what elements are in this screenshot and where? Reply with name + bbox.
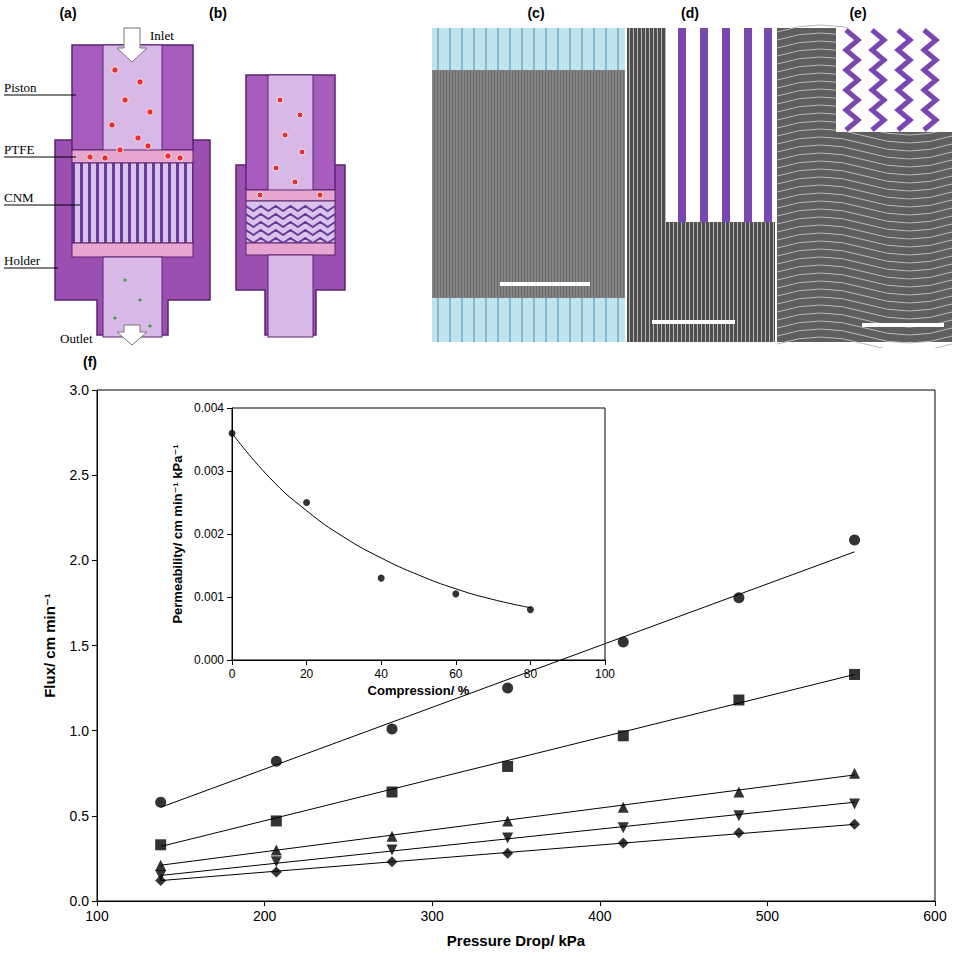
svg-text:(c): (c) xyxy=(527,5,544,21)
svg-text:Pressure Drop/ kPa: Pressure Drop/ kPa xyxy=(447,932,586,949)
svg-text:20: 20 xyxy=(300,667,314,681)
svg-text:0.003: 0.003 xyxy=(194,464,224,478)
svg-text:(b): (b) xyxy=(209,5,227,21)
svg-text:Piston: Piston xyxy=(4,80,37,95)
svg-text:PTFE: PTFE xyxy=(4,142,34,157)
svg-text:2.0: 2.0 xyxy=(70,552,90,568)
svg-text:100: 100 xyxy=(85,908,109,924)
svg-text:Inlet: Inlet xyxy=(150,28,174,43)
svg-text:Flux/ cm min⁻¹: Flux/ cm min⁻¹ xyxy=(41,593,58,698)
svg-text:500: 500 xyxy=(756,908,780,924)
svg-text:0.004: 0.004 xyxy=(194,401,224,415)
svg-text:0.000: 0.000 xyxy=(194,653,224,667)
svg-text:600: 600 xyxy=(923,908,947,924)
svg-text:0: 0 xyxy=(229,667,236,681)
svg-text:2.5: 2.5 xyxy=(70,467,90,483)
svg-text:1.5: 1.5 xyxy=(70,638,90,654)
svg-text:(f): (f) xyxy=(83,354,97,370)
svg-text:0.002: 0.002 xyxy=(194,527,224,541)
svg-text:CNM: CNM xyxy=(4,190,34,205)
svg-text:0.0: 0.0 xyxy=(70,893,90,909)
svg-text:Outlet: Outlet xyxy=(60,331,93,346)
svg-text:(d): (d) xyxy=(681,5,699,21)
svg-text:300: 300 xyxy=(421,908,445,924)
svg-text:1.0: 1.0 xyxy=(70,723,90,739)
svg-text:40: 40 xyxy=(375,667,389,681)
svg-text:80: 80 xyxy=(523,667,538,681)
svg-text:0.5: 0.5 xyxy=(70,808,90,824)
svg-text:Holder: Holder xyxy=(4,253,41,268)
svg-text:60: 60 xyxy=(449,667,463,681)
svg-text:Compression/ %: Compression/ % xyxy=(368,683,470,698)
svg-text:400: 400 xyxy=(588,908,612,924)
svg-text:100: 100 xyxy=(595,667,615,681)
svg-text:Permeability/ cm min⁻¹ kPa⁻¹: Permeability/ cm min⁻¹ kPa⁻¹ xyxy=(170,444,185,623)
svg-text:3.0: 3.0 xyxy=(70,382,90,398)
svg-text:(e): (e) xyxy=(849,5,866,21)
svg-text:200: 200 xyxy=(253,908,277,924)
svg-text:0.001: 0.001 xyxy=(194,590,224,604)
svg-text:(a): (a) xyxy=(59,5,76,21)
